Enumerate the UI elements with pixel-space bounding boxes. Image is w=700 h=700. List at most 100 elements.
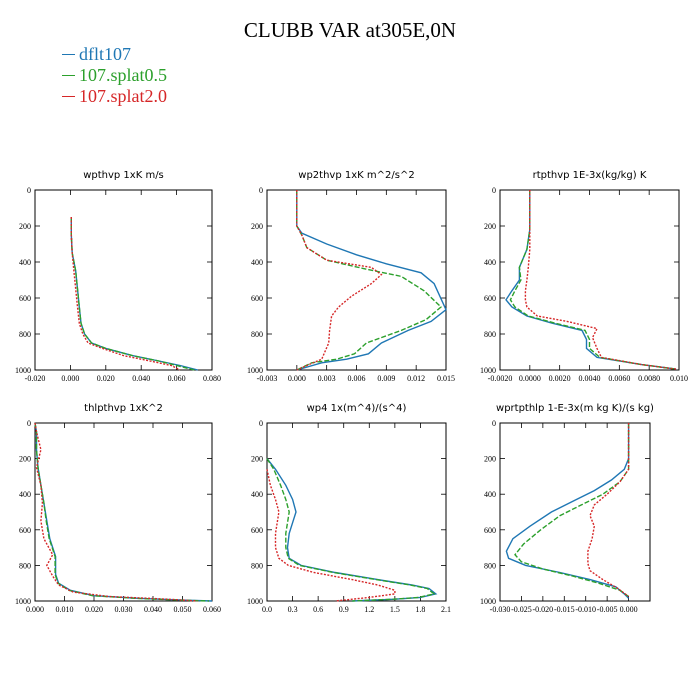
x-tick-label: 0.010: [56, 605, 74, 614]
series-line-107-splat2-0: [296, 190, 383, 371]
y-tick-label: 0: [492, 419, 496, 428]
x-tick-label: 1.5: [390, 605, 400, 614]
y-tick-label: 600: [251, 526, 263, 535]
y-tick-label: 400: [19, 490, 31, 499]
series-line-107-splat0-5: [296, 190, 443, 371]
plot-frame: [34, 422, 213, 602]
x-tick-label: 0.030: [115, 605, 133, 614]
legend-item-splat2.0: 107.splat2.0: [62, 86, 167, 107]
chart-panel-1: wpthvp 1xK m/s -0.020 0.000 0.020 0.040 0.060…: [15, 170, 221, 383]
x-tick-label: 0.080: [203, 374, 221, 383]
chart-panel-3: rtpthvp 1E-3x(kg/kg) K -0.0020 0.0000 0.002…: [480, 170, 688, 383]
x-tick-label: 0.0020: [549, 374, 571, 383]
series-line-107-splat0-5: [34, 422, 210, 602]
series-line-dflt107: [34, 422, 213, 602]
y-tick-label: 400: [484, 490, 496, 499]
legend-swatch-dflt107: [62, 54, 75, 55]
series-line-107-splat2-0: [34, 422, 198, 602]
x-tick-label: 0.060: [203, 605, 221, 614]
x-tick-label: 0.000: [288, 374, 306, 383]
legend-item-dflt107: dflt107: [62, 44, 167, 65]
series-line-dflt107: [505, 423, 630, 599]
series-line-dflt107: [296, 190, 447, 371]
y-tick-label: 400: [251, 258, 263, 267]
x-tick-label: -0.025: [511, 605, 532, 614]
legend-label-splat2.0: 107.splat2.0: [79, 86, 167, 106]
y-tick-label: 1000: [15, 366, 31, 375]
x-tick-label: 1.8: [415, 605, 425, 614]
x-tick-label: 0.0060: [608, 374, 630, 383]
series-line-107-splat2-0: [524, 190, 677, 370]
x-tick-label: 0.010: [670, 374, 688, 383]
x-tick-label: 0.040: [132, 374, 150, 383]
series-line-107-splat2-0: [587, 423, 630, 598]
y-tick-label: 800: [19, 561, 31, 570]
legend-swatch-splat0.5: [62, 75, 75, 76]
y-tick-label: 400: [251, 490, 263, 499]
y-tick-label: 1000: [480, 366, 496, 375]
series-line-dflt107: [505, 190, 677, 370]
panel-title: rtpthvp 1E-3x(kg/kg) K: [533, 170, 647, 181]
y-tick-label: 800: [251, 330, 263, 339]
x-tick-label: 0.000: [620, 605, 638, 614]
x-tick-label: -0.015: [554, 605, 575, 614]
y-tick-label: 200: [484, 222, 496, 231]
y-tick-label: 1000: [247, 366, 263, 375]
x-tick-label: 0.6: [313, 605, 323, 614]
x-tick-label: -0.030: [490, 605, 511, 614]
x-tick-label: 0.0: [262, 605, 272, 614]
y-tick-label: 200: [251, 222, 263, 231]
x-tick-label: -0.020: [533, 605, 554, 614]
panel-title: thlpthvp 1xK^2: [84, 403, 163, 414]
y-tick-label: 800: [484, 561, 496, 570]
x-tick-label: -0.0020: [488, 374, 513, 383]
legend: dflt107 107.splat0.5 107.splat2.0: [62, 44, 167, 107]
series-line-107-splat0-5: [266, 458, 436, 602]
chart-panel-6: wprtpthlp 1-E-3x(m kg K)/(s kg)-0.030 -0.…: [480, 403, 654, 614]
y-tick-label: 200: [19, 455, 31, 464]
series-line-107-splat2-0: [70, 217, 181, 371]
plot-frame: [499, 422, 651, 602]
y-tick-label: 800: [251, 561, 263, 570]
y-tick-label: 400: [19, 258, 31, 267]
x-tick-label: 0.040: [144, 605, 162, 614]
x-tick-label: 0.000: [26, 605, 44, 614]
panel-title: wp2thvp 1xK m^2/s^2: [298, 170, 414, 181]
y-tick-label: 600: [484, 294, 496, 303]
x-tick-label: 0.9: [339, 605, 349, 614]
x-tick-label: 0.060: [168, 374, 186, 383]
panel-title: wpthvp 1xK m/s: [83, 170, 164, 181]
x-tick-label: 1.2: [364, 605, 374, 614]
panel-title: wprtpthlp 1-E-3x(m kg K)/(s kg): [496, 403, 654, 414]
x-tick-label: 0.020: [85, 605, 103, 614]
y-tick-label: 800: [484, 330, 496, 339]
x-tick-label: 0.020: [97, 374, 115, 383]
x-tick-label: -0.010: [575, 605, 596, 614]
x-tick-label: 0.3: [288, 605, 298, 614]
y-tick-label: 600: [19, 526, 31, 535]
y-tick-label: 0: [259, 186, 263, 195]
legend-label-dflt107: dflt107: [79, 44, 131, 64]
series-line-107-splat0-5: [509, 190, 677, 370]
x-tick-label: 0.0040: [579, 374, 601, 383]
y-tick-label: 0: [27, 186, 31, 195]
y-tick-label: 200: [484, 455, 496, 464]
plot-frame: [266, 189, 447, 371]
y-tick-label: 600: [484, 526, 496, 535]
y-tick-label: 600: [19, 294, 31, 303]
y-tick-label: 400: [484, 258, 496, 267]
x-tick-label: -0.005: [597, 605, 618, 614]
legend-swatch-splat2.0: [62, 96, 75, 97]
x-tick-label: 0.000: [61, 374, 79, 383]
x-tick-label: 0.0000: [519, 374, 541, 383]
page-title: CLUBB VAR at305E,0N: [243, 18, 457, 42]
y-tick-label: 0: [27, 419, 31, 428]
panel-title: wp4 1x(m^4)/(s^4): [307, 403, 407, 414]
y-tick-label: 200: [19, 222, 31, 231]
y-tick-label: 200: [251, 455, 263, 464]
x-tick-label: 0.003: [318, 374, 336, 383]
y-tick-label: 800: [19, 330, 31, 339]
y-tick-label: 0: [492, 186, 496, 195]
y-tick-label: 1000: [15, 597, 31, 606]
